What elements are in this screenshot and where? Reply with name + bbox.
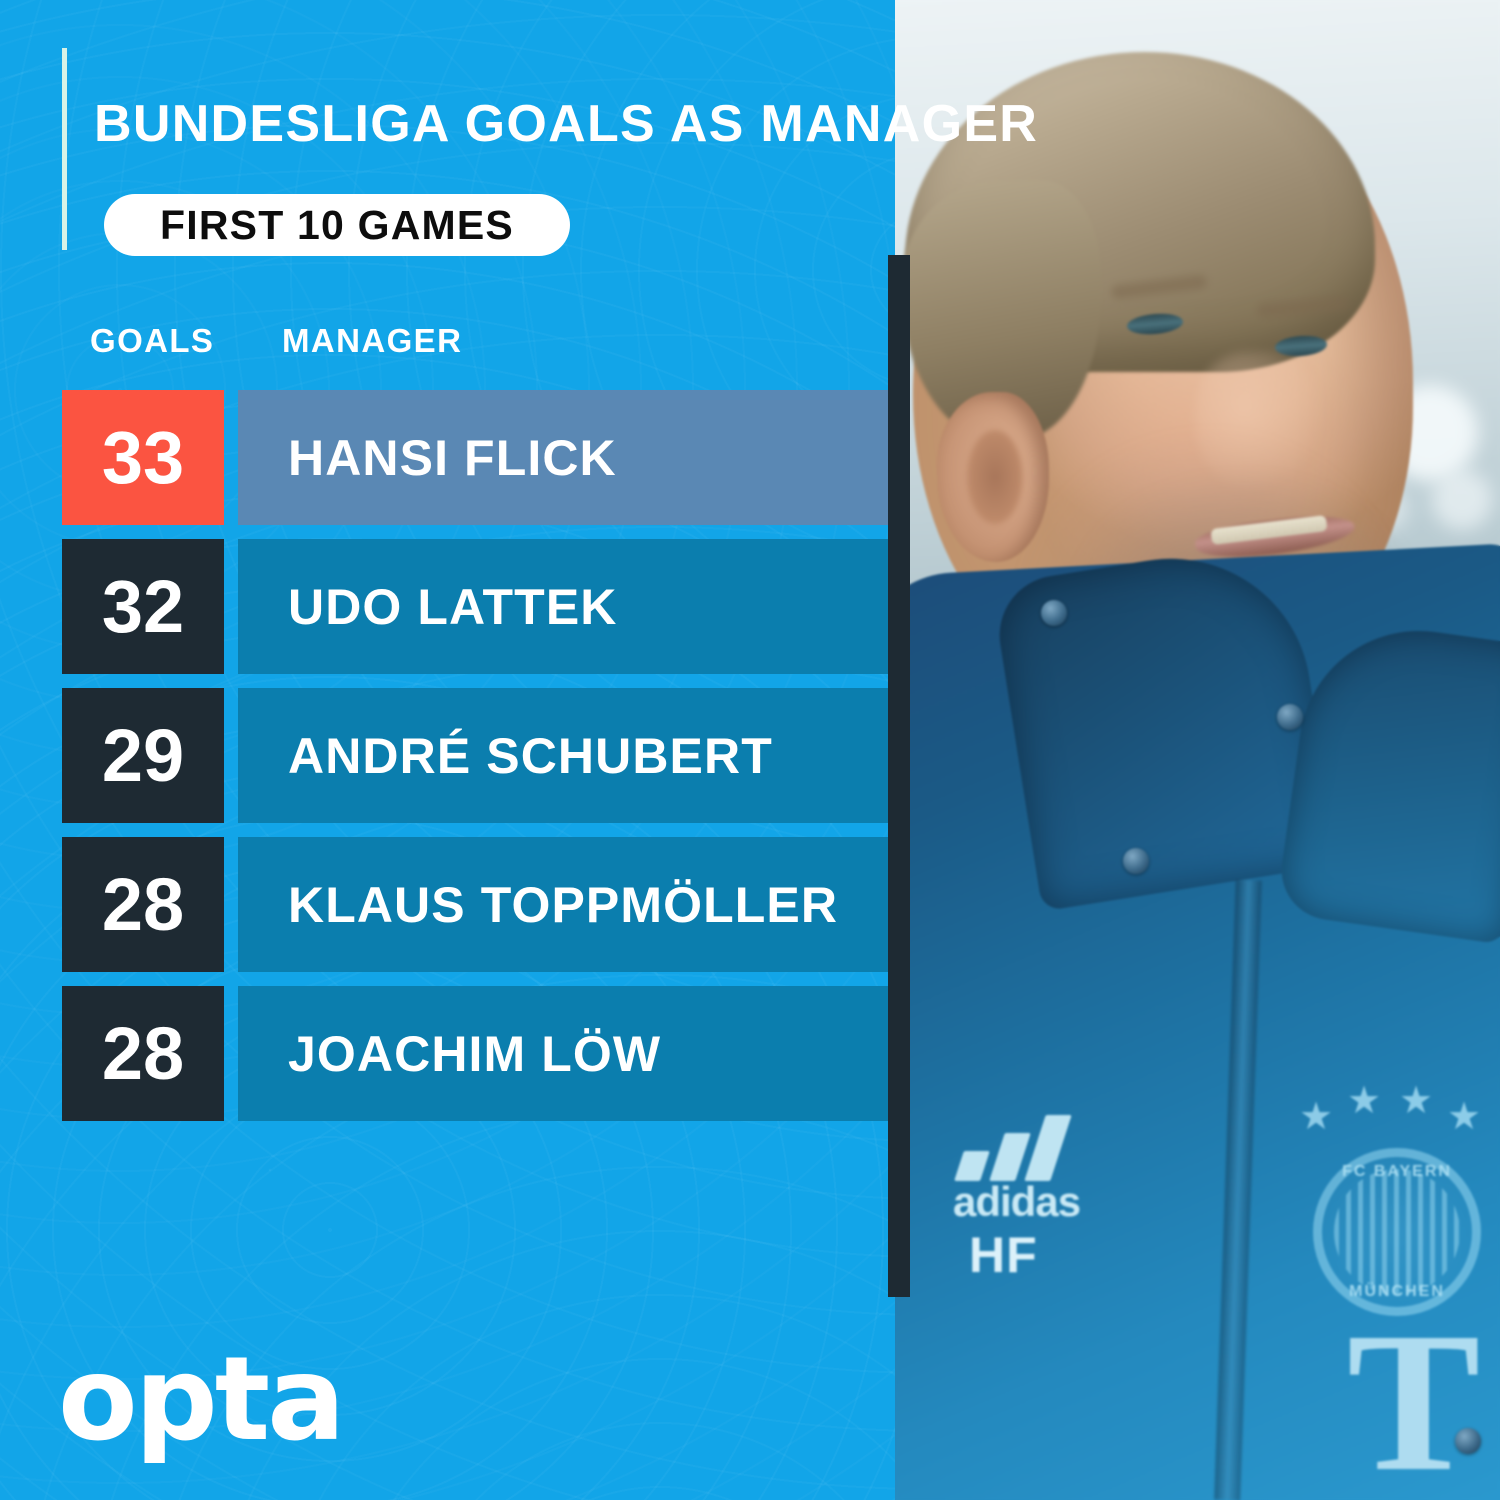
- jacket-initials: HF: [969, 1227, 1038, 1283]
- table-row: 28 JOACHIM LÖW: [62, 986, 900, 1121]
- manager-name: KLAUS TOPPMÖLLER: [288, 876, 839, 933]
- header: BUNDESLIGA GOALS AS MANAGER FIRST 10 GAM…: [62, 46, 1037, 256]
- page-title: BUNDESLIGA GOALS AS MANAGER: [94, 95, 1039, 153]
- manager-name-bar: HANSI FLICK: [238, 390, 900, 525]
- goals-value-box: 33: [62, 390, 224, 525]
- goals-value: 29: [101, 713, 185, 797]
- goals-value-box: 32: [62, 539, 224, 674]
- table-row: 33 HANSI FLICK: [62, 390, 900, 525]
- ranking-table: 33 HANSI FLICK 32 UDO LATTEK 29 ANDRÉ SCHUBER…: [62, 390, 900, 1135]
- vertical-divider: [888, 255, 910, 1297]
- ear-inner: [967, 430, 1023, 524]
- manager-name-bar: ANDRÉ SCHUBERT: [238, 688, 900, 823]
- manager-name: ANDRÉ SCHUBERT: [288, 727, 773, 784]
- manager-name-bar: JOACHIM LÖW: [238, 986, 900, 1121]
- goals-value-box: 28: [62, 837, 224, 972]
- column-header-goals: GOALS: [90, 322, 215, 359]
- subtitle-label: FIRST 10 GAMES: [160, 201, 514, 248]
- manager-name: HANSI FLICK: [288, 429, 617, 486]
- jacket-snap-button: [1123, 848, 1149, 874]
- column-headers: GOALS MANAGER: [62, 322, 902, 372]
- goals-value-box: 29: [62, 688, 224, 823]
- adidas-wordmark: adidas: [953, 1178, 1081, 1225]
- accent-line: [62, 48, 67, 250]
- adidas-logo-icon: [954, 1115, 1087, 1181]
- goals-value: 28: [101, 1011, 185, 1095]
- table-row: 29 ANDRÉ SCHUBERT: [62, 688, 900, 823]
- crest-star-icon: ★: [1299, 1096, 1334, 1138]
- crest-star-icon: ★: [1399, 1080, 1434, 1122]
- goals-value: 28: [101, 862, 185, 946]
- telekom-logo-icon: T: [1347, 1292, 1481, 1500]
- fc-bayern-crest-icon: FC BAYERN MÜNCHEN: [1313, 1148, 1481, 1316]
- bokeh-light-icon: [1432, 470, 1492, 530]
- crest-top-text: FC BAYERN: [1342, 1163, 1452, 1180]
- subtitle-badge: FIRST 10 GAMES: [104, 194, 570, 256]
- jacket-snap-button: [1041, 600, 1067, 626]
- manager-name: UDO LATTEK: [288, 578, 618, 635]
- goals-value-box: 28: [62, 986, 224, 1121]
- goals-value: 32: [101, 564, 185, 648]
- jacket-snap-button: [1277, 704, 1303, 730]
- manager-photo: adidas HF ★ ★ ★ ★ FC BAYERN MÜNCHEN T: [895, 0, 1500, 1500]
- crest-star-icon: ★: [1447, 1096, 1482, 1138]
- manager-name-bar: UDO LATTEK: [238, 539, 900, 674]
- crest-star-icon: ★: [1347, 1080, 1382, 1122]
- opta-logo: opta: [58, 1332, 345, 1467]
- manager-name: JOACHIM LÖW: [288, 1025, 662, 1082]
- goals-value: 33: [101, 415, 185, 499]
- table-row: 28 KLAUS TOPPMÖLLER: [62, 837, 900, 972]
- column-header-manager: MANAGER: [282, 322, 463, 359]
- table-row: 32 UDO LATTEK: [62, 539, 900, 674]
- manager-name-bar: KLAUS TOPPMÖLLER: [238, 837, 900, 972]
